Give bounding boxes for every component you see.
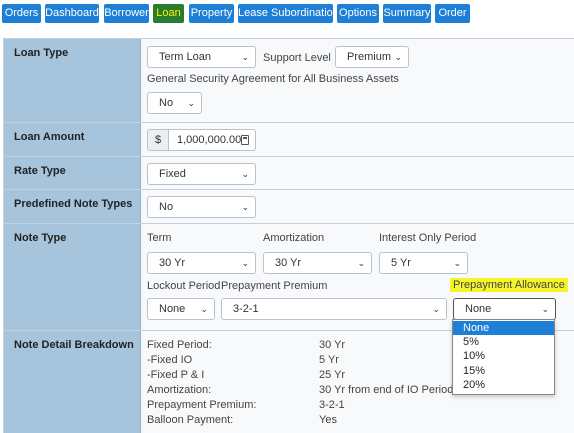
- predefined-note-types-label-cell: Predefined Note Types: [4, 190, 141, 223]
- breakdown-value: 30 Yr: [319, 339, 346, 351]
- prepayment-allowance-option[interactable]: 10%: [463, 350, 486, 362]
- chevron-down-icon: ⌄: [357, 258, 365, 268]
- predefined-note-types-label: Predefined Note Types: [14, 198, 133, 210]
- loan-type-row: Loan Type Term Loan ⌄ Support Level Prem…: [4, 39, 574, 123]
- breakdown-key: -Fixed IO: [147, 354, 193, 366]
- prepayment-allowance-select[interactable]: None ⌄: [453, 298, 556, 320]
- predefined-note-types-value: No: [159, 201, 174, 213]
- rate-type-select[interactable]: Fixed ⌄: [147, 163, 256, 185]
- rate-type-row: Rate Type Fixed ⌄: [4, 157, 574, 190]
- predefined-note-types-row: Predefined Note Types No ⌄: [4, 190, 574, 224]
- prepayment-allowance-option[interactable]: None: [453, 321, 554, 335]
- loan-type-value: Term Loan: [159, 51, 211, 63]
- loan-amount-input[interactable]: 1,000,000.00: [169, 129, 256, 151]
- rate-type-value: Fixed: [159, 168, 186, 180]
- loan-amount-label: Loan Amount: [14, 131, 85, 143]
- amortization-label: Amortization: [263, 232, 325, 244]
- loan-type-select[interactable]: Term Loan ⌄: [147, 46, 256, 68]
- amortization-select[interactable]: 30 Yr ⌄: [263, 252, 372, 274]
- top-nav: Orders Dashboard Borrower Loan Property …: [0, 0, 574, 28]
- nav-summary[interactable]: Summary: [383, 4, 431, 23]
- prepayment-allowance-dropdown: None 5% 10% 15% 20%: [452, 319, 555, 395]
- loan-type-label-cell: Loan Type: [4, 39, 141, 122]
- term-select[interactable]: 30 Yr ⌄: [147, 252, 256, 274]
- note-type-content: Term 30 Yr ⌄ Amortization 30 Yr ⌄ Intere…: [141, 224, 574, 330]
- prepayment-premium-label: Prepayment Premium: [221, 280, 328, 292]
- rate-type-content: Fixed ⌄: [141, 157, 574, 189]
- note-type-row: Note Type Term 30 Yr ⌄ Amortization 30 Y…: [4, 224, 574, 331]
- loan-amount-value: 1,000,000.00: [177, 134, 242, 146]
- breakdown-key: Fixed Period:: [147, 339, 212, 351]
- nav-dashboard[interactable]: Dashboard: [45, 4, 99, 23]
- chevron-down-icon: ⌄: [541, 304, 549, 314]
- gsa-select[interactable]: No ⌄: [147, 92, 202, 114]
- breakdown-value: 3-2-1: [319, 399, 345, 411]
- loan-amount-row: Loan Amount $ 1,000,000.00: [4, 123, 574, 157]
- interest-only-period-select[interactable]: 5 Yr ⌄: [379, 252, 468, 274]
- chevron-down-icon: ⌄: [432, 304, 440, 314]
- breakdown-value: 25 Yr: [319, 369, 346, 381]
- breakdown-key: Balloon Payment:: [147, 414, 234, 426]
- chevron-down-icon: ⌄: [200, 304, 208, 314]
- nav-loan[interactable]: Loan: [153, 4, 184, 23]
- loan-type-content: Term Loan ⌄ Support Level Premium ⌄ Gene…: [141, 39, 574, 122]
- nav-options[interactable]: Options: [337, 4, 379, 23]
- nav-orders[interactable]: Orders: [2, 4, 41, 23]
- breakdown-value: 30 Yr from end of IO Period: [319, 384, 454, 396]
- loan-type-label: Loan Type: [14, 47, 69, 59]
- amortization-value: 30 Yr: [275, 257, 302, 269]
- loan-form: Loan Type Term Loan ⌄ Support Level Prem…: [3, 38, 574, 433]
- prepayment-allowance-option[interactable]: 20%: [463, 379, 486, 391]
- prepayment-premium-select[interactable]: 3-2-1 ⌄: [221, 298, 447, 320]
- currency-addon: $: [147, 129, 169, 151]
- rate-type-label-cell: Rate Type: [4, 157, 141, 189]
- gsa-value: No: [159, 97, 174, 109]
- note-type-label: Note Type: [14, 232, 67, 244]
- breakdown-value: Yes: [319, 414, 337, 426]
- predefined-note-types-content: No ⌄: [141, 190, 574, 223]
- chevron-down-icon: ⌄: [187, 98, 195, 108]
- breakdown-label: Note Detail Breakdown: [14, 339, 134, 351]
- interest-only-period-value: 5 Yr: [391, 257, 411, 269]
- nav-order[interactable]: Order: [435, 4, 470, 23]
- prepayment-premium-value: 3-2-1: [233, 303, 259, 315]
- prepayment-allowance-label: Prepayment Allowance: [450, 278, 568, 292]
- lockout-period-label: Lockout Period: [147, 280, 221, 292]
- breakdown-key: Prepayment Premium:: [147, 399, 257, 411]
- chevron-down-icon: ⌄: [241, 52, 249, 62]
- chevron-down-icon: ⌄: [241, 169, 249, 179]
- nav-property[interactable]: Property: [189, 4, 234, 23]
- term-label: Term: [147, 232, 172, 244]
- note-type-label-cell: Note Type: [4, 224, 141, 330]
- breakdown-key: -Fixed P & I: [147, 369, 205, 381]
- lockout-period-value: None: [159, 303, 186, 315]
- calculator-icon[interactable]: [241, 135, 249, 145]
- loan-amount-content: $ 1,000,000.00: [141, 123, 574, 156]
- term-value: 30 Yr: [159, 257, 186, 269]
- chevron-down-icon: ⌄: [453, 258, 461, 268]
- support-level-label: Support Level: [263, 52, 331, 64]
- support-level-value: Premium: [347, 51, 392, 63]
- breakdown-value: 5 Yr: [319, 354, 339, 366]
- breakdown-key: Amortization:: [147, 384, 212, 396]
- interest-only-period-label: Interest Only Period: [379, 232, 477, 244]
- predefined-note-types-select[interactable]: No ⌄: [147, 196, 256, 218]
- prepayment-allowance-option[interactable]: 15%: [463, 365, 486, 377]
- prepayment-allowance-value: None: [465, 303, 492, 315]
- chevron-down-icon: ⌄: [394, 52, 402, 62]
- support-level-select[interactable]: Premium ⌄: [335, 46, 409, 68]
- chevron-down-icon: ⌄: [241, 258, 249, 268]
- gsa-label: General Security Agreement for All Busin…: [147, 73, 399, 85]
- loan-amount-label-cell: Loan Amount: [4, 123, 141, 156]
- prepayment-allowance-option[interactable]: 5%: [463, 336, 479, 348]
- nav-lease-subordination[interactable]: Lease Subordination: [238, 4, 339, 23]
- breakdown-label-cell: Note Detail Breakdown: [4, 331, 141, 433]
- chevron-down-icon: ⌄: [241, 202, 249, 212]
- rate-type-label: Rate Type: [14, 165, 66, 177]
- nav-borrower[interactable]: Borrower: [104, 4, 149, 23]
- lockout-period-select[interactable]: None ⌄: [147, 298, 215, 320]
